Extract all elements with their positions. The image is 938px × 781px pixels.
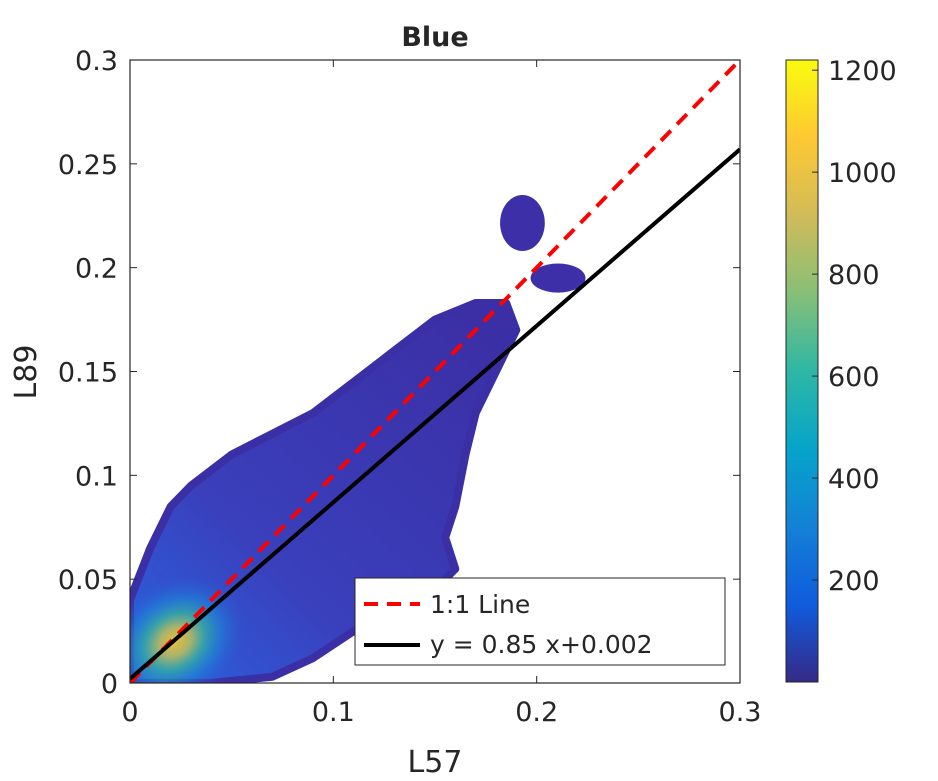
colorbar-tick-label: 1200 <box>828 56 897 87</box>
legend-box <box>354 577 726 666</box>
y-tick-label: 0.05 <box>58 565 118 596</box>
outlier-cluster-2 <box>530 263 586 293</box>
y-tick-label: 0.2 <box>75 254 118 285</box>
x-tick-label: 0.3 <box>719 697 762 728</box>
colorbar-tick-label: 1000 <box>828 158 897 189</box>
one-to-one-line <box>130 60 740 683</box>
y-tick-label: 0.1 <box>75 461 118 492</box>
legend-label-1to1: 1:1 Line <box>430 590 530 619</box>
colorbar-tick-label: 200 <box>828 566 880 597</box>
y-tick-label: 0 <box>101 669 118 700</box>
y-axis-label: L89 <box>9 345 44 400</box>
legend-label-fit: y = 0.85 x+0.002 <box>430 630 653 659</box>
x-tick-label: 0.2 <box>515 697 558 728</box>
colorbar-frame <box>785 59 819 683</box>
y-tick-label: 0.25 <box>58 150 118 181</box>
x-tick-label: 0.1 <box>312 697 355 728</box>
x-tick-label: 0 <box>121 697 138 728</box>
colorbar: 200 400 600 800 1000 1200 <box>785 56 897 683</box>
x-axis-label: L57 <box>408 745 463 780</box>
colorbar-gradient <box>786 60 818 682</box>
y-tick-label: 0.15 <box>58 358 118 389</box>
y-tick-label: 0.3 <box>75 46 118 77</box>
colorbar-tick-label: 600 <box>828 362 880 393</box>
fit-line <box>130 147 740 681</box>
outlier-cluster-1 <box>500 194 545 252</box>
legend: 1:1 Line y = 0.85 x+0.002 <box>354 577 726 666</box>
colorbar-tick-label: 400 <box>828 464 880 495</box>
chart-title: Blue <box>401 22 468 53</box>
colorbar-tick-label: 800 <box>828 260 880 291</box>
